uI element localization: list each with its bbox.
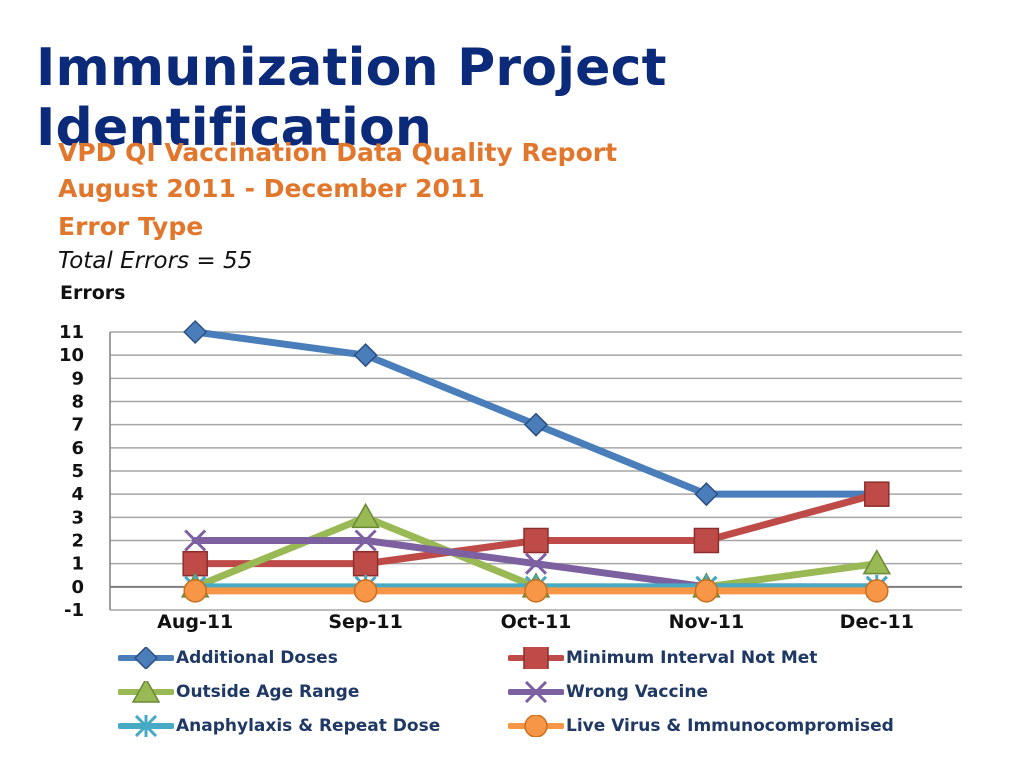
data-point-series-6 [524, 579, 548, 603]
y-tick-label: 0 [71, 577, 84, 598]
legend-swatch [118, 681, 174, 703]
data-point-series-4 [524, 552, 548, 575]
data-point-series-1 [694, 482, 719, 507]
x-marker-shape [524, 681, 548, 703]
y-tick-label: 6 [71, 438, 84, 459]
y-axis-title: Errors [60, 282, 126, 304]
legend-item: Live Virus & Immunocompromised [508, 715, 894, 737]
data-point-series-2 [523, 527, 549, 554]
legend-item: Wrong Vaccine [508, 681, 708, 703]
diamond-marker-shape [523, 412, 549, 437]
y-tick-label: 3 [71, 507, 84, 528]
y-tick-label: 5 [71, 461, 84, 482]
x-tick-label: Sep-11 [328, 611, 403, 633]
data-point-series-6 [353, 579, 378, 603]
data-point-series-6 [183, 579, 207, 603]
legend-swatch [508, 647, 564, 669]
data-point-series-1 [523, 412, 549, 437]
legend-swatch-marker [524, 715, 548, 737]
circle-marker-shape [694, 579, 719, 603]
diamond-marker-shape [183, 319, 208, 345]
data-point-series-2 [693, 527, 720, 554]
circle-marker-shape [183, 579, 207, 603]
data-point-series-2 [864, 481, 890, 507]
y-tick-label: 9 [71, 368, 84, 389]
legend-swatch [118, 715, 174, 737]
square-marker-shape [523, 527, 549, 554]
legend-label: Live Virus & Immunocompromised [566, 716, 894, 736]
y-tick-label: 1 [71, 554, 84, 575]
square-marker-shape [352, 550, 379, 577]
total-errors: Total Errors = 55 [58, 248, 253, 274]
legend-label: Minimum Interval Not Met [566, 648, 818, 668]
slide-title: Immunization Project Identification [36, 38, 667, 158]
legend-label: Anaphylaxis & Repeat Dose [176, 716, 441, 736]
legend-swatch-marker [524, 681, 548, 703]
square-marker-shape [182, 550, 208, 577]
square-marker-shape [693, 527, 720, 554]
y-tick-label: 11 [59, 322, 84, 343]
diamond-marker-shape [133, 647, 159, 669]
data-point-series-1 [183, 319, 208, 345]
legend-item: Anaphylaxis & Repeat Dose [118, 715, 440, 737]
legend-swatch-marker [523, 647, 549, 669]
legend-swatch [508, 681, 564, 703]
x-marker-shape [354, 529, 377, 552]
report-title: VPD QI Vaccination Data Quality Report [58, 138, 618, 167]
circle-marker-shape [524, 715, 548, 737]
diamond-marker-shape [694, 482, 719, 507]
legend-swatch [118, 647, 174, 669]
diamond-marker-shape [353, 343, 378, 368]
y-tick-label: -1 [64, 600, 84, 621]
circle-marker-shape [353, 579, 378, 603]
data-point-series-3 [351, 502, 380, 529]
triangle-marker-shape [351, 502, 380, 529]
x-tick-label: Oct-11 [501, 611, 572, 633]
square-marker-shape [864, 481, 890, 507]
circle-marker-shape [865, 579, 889, 603]
legend-swatch [508, 715, 564, 737]
legend-item: Minimum Interval Not Met [508, 647, 817, 669]
x-marker-shape [524, 552, 548, 575]
data-point-series-1 [353, 343, 378, 368]
report-subtitle: Error Type [58, 212, 204, 241]
x-tick-label: Dec-11 [840, 611, 914, 633]
square-marker-shape [523, 647, 549, 669]
data-point-series-2 [182, 550, 208, 577]
data-point-series-3 [862, 549, 892, 575]
legend-swatch-marker [133, 647, 159, 669]
legend-label: Outside Age Range [176, 682, 360, 702]
y-tick-label: 8 [71, 392, 84, 413]
star-marker-shape [134, 715, 158, 737]
y-tick-label: 7 [71, 415, 84, 436]
legend-label: Additional Doses [176, 648, 338, 668]
triangle-marker-shape [862, 549, 892, 575]
y-tick-label: 2 [71, 531, 84, 552]
data-point-series-2 [352, 550, 379, 577]
x-tick-label: Nov-11 [669, 611, 745, 633]
legend-swatch-marker [134, 715, 158, 737]
data-point-series-4 [354, 529, 377, 552]
report-date-range: August 2011 - December 2011 [58, 174, 485, 203]
legend-swatch-marker [131, 681, 161, 703]
circle-marker-shape [524, 579, 548, 603]
x-tick-label: Aug-11 [157, 611, 233, 633]
x-marker-shape [184, 529, 207, 552]
triangle-marker-shape [131, 681, 161, 703]
legend-item: Outside Age Range [118, 681, 359, 703]
legend-label: Wrong Vaccine [566, 682, 709, 702]
legend-item: Additional Doses [118, 647, 338, 669]
data-point-series-6 [694, 579, 719, 603]
data-point-series-6 [865, 579, 889, 603]
y-tick-label: 4 [71, 484, 84, 505]
data-point-series-4 [184, 529, 207, 552]
y-tick-label: 10 [59, 345, 84, 366]
